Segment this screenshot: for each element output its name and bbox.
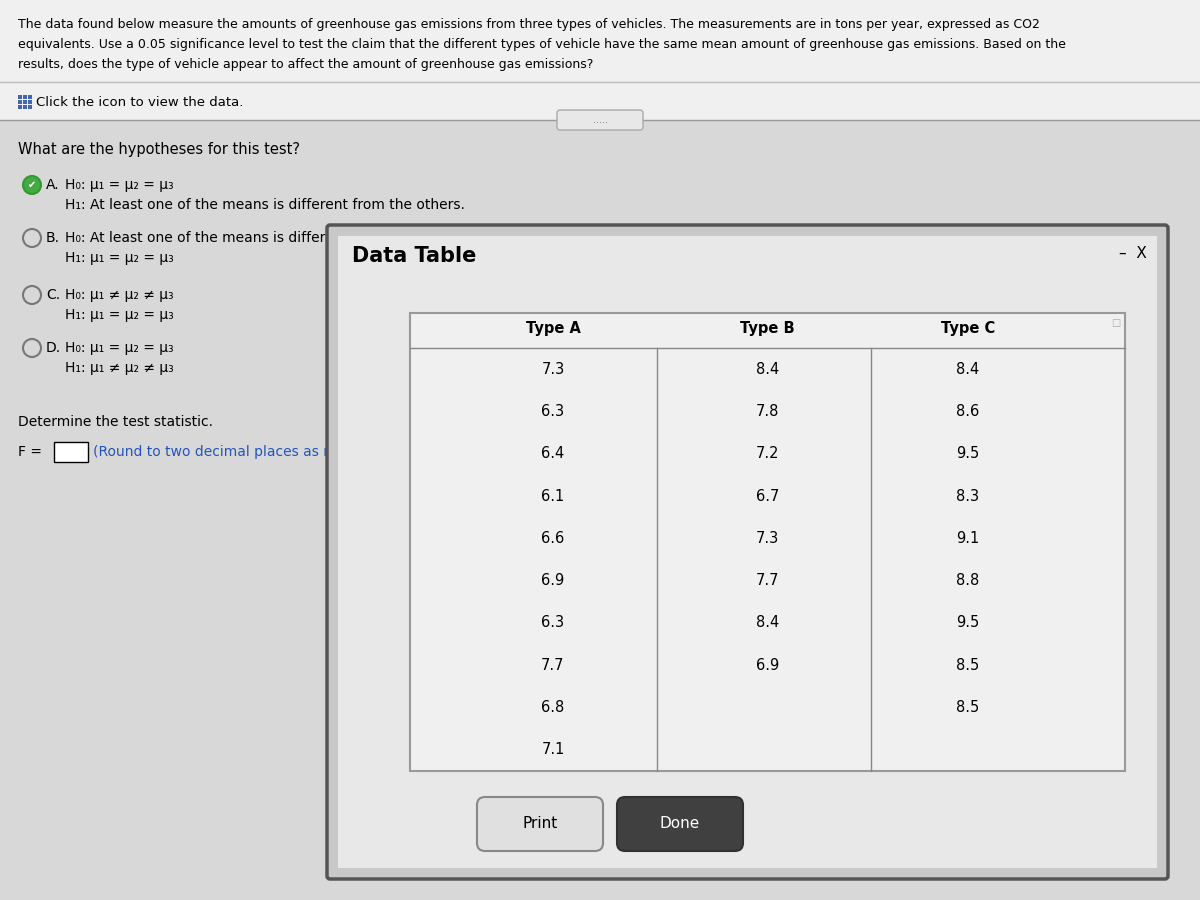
Text: Data Table: Data Table — [352, 246, 476, 266]
Text: 8.4: 8.4 — [756, 362, 779, 376]
FancyBboxPatch shape — [28, 105, 32, 109]
FancyBboxPatch shape — [28, 100, 32, 104]
Text: 8.4: 8.4 — [756, 616, 779, 631]
Text: H₀: μ₁ = μ₂ = μ₃: H₀: μ₁ = μ₂ = μ₃ — [65, 341, 174, 355]
Text: Determine the test statistic.: Determine the test statistic. — [18, 415, 214, 429]
FancyBboxPatch shape — [557, 110, 643, 130]
Text: 6.1: 6.1 — [541, 489, 565, 503]
Text: 8.5: 8.5 — [956, 658, 979, 673]
Text: Type C: Type C — [941, 321, 995, 336]
FancyBboxPatch shape — [28, 95, 32, 99]
FancyBboxPatch shape — [54, 442, 88, 462]
Text: H₁: μ₁ = μ₂ = μ₃: H₁: μ₁ = μ₂ = μ₃ — [65, 308, 174, 322]
FancyBboxPatch shape — [338, 236, 1157, 868]
Text: 9.5: 9.5 — [956, 616, 979, 631]
FancyBboxPatch shape — [18, 100, 22, 104]
Text: 7.7: 7.7 — [541, 658, 565, 673]
FancyBboxPatch shape — [18, 105, 22, 109]
Text: 6.7: 6.7 — [756, 489, 779, 503]
Text: –  X: – X — [1120, 246, 1147, 261]
FancyBboxPatch shape — [617, 797, 743, 851]
Text: 7.1: 7.1 — [541, 742, 565, 757]
Text: A.: A. — [46, 178, 60, 192]
FancyBboxPatch shape — [410, 313, 1126, 771]
Text: H₀: μ₁ ≠ μ₂ ≠ μ₃: H₀: μ₁ ≠ μ₂ ≠ μ₃ — [65, 288, 174, 302]
Text: (Round to two decimal places as needed.): (Round to two decimal places as needed.) — [94, 445, 385, 459]
Text: 6.3: 6.3 — [541, 616, 564, 631]
Text: equivalents. Use a 0.05 significance level to test the claim that the different : equivalents. Use a 0.05 significance lev… — [18, 38, 1066, 51]
Text: D.: D. — [46, 341, 61, 355]
Text: H₀: μ₁ = μ₂ = μ₃: H₀: μ₁ = μ₂ = μ₃ — [65, 178, 174, 192]
Text: H₁: μ₁ ≠ μ₂ ≠ μ₃: H₁: μ₁ ≠ μ₂ ≠ μ₃ — [65, 361, 174, 375]
Text: 9.5: 9.5 — [956, 446, 979, 461]
Text: □: □ — [1111, 318, 1120, 328]
Text: B.: B. — [46, 231, 60, 245]
FancyBboxPatch shape — [23, 95, 28, 99]
Text: 7.8: 7.8 — [756, 404, 779, 419]
Text: 8.5: 8.5 — [956, 700, 979, 715]
Text: 7.3: 7.3 — [756, 531, 779, 545]
FancyBboxPatch shape — [18, 95, 22, 99]
FancyBboxPatch shape — [23, 105, 28, 109]
Text: Type B: Type B — [740, 321, 794, 336]
Text: H₁: μ₁ = μ₂ = μ₃: H₁: μ₁ = μ₂ = μ₃ — [65, 251, 174, 265]
Text: 6.8: 6.8 — [541, 700, 565, 715]
FancyBboxPatch shape — [0, 120, 1200, 900]
Text: 8.4: 8.4 — [956, 362, 979, 376]
FancyBboxPatch shape — [23, 100, 28, 104]
Text: 6.4: 6.4 — [541, 446, 565, 461]
Text: 6.3: 6.3 — [541, 404, 564, 419]
FancyBboxPatch shape — [0, 0, 1200, 175]
Text: The data found below measure the amounts of greenhouse gas emissions from three : The data found below measure the amounts… — [18, 18, 1040, 31]
Text: 6.9: 6.9 — [756, 658, 779, 673]
Text: C.: C. — [46, 288, 60, 302]
Text: 8.8: 8.8 — [956, 573, 979, 589]
Text: 9.1: 9.1 — [956, 531, 979, 545]
Text: 7.7: 7.7 — [756, 573, 779, 589]
FancyBboxPatch shape — [478, 797, 604, 851]
Text: 6.6: 6.6 — [541, 531, 565, 545]
Text: 8.3: 8.3 — [956, 489, 979, 503]
Text: H₁: At least one of the means is different from the others.: H₁: At least one of the means is differe… — [65, 198, 464, 212]
FancyBboxPatch shape — [326, 225, 1168, 879]
Text: 7.3: 7.3 — [541, 362, 565, 376]
Text: 6.9: 6.9 — [541, 573, 565, 589]
Text: ✔: ✔ — [28, 180, 36, 190]
Text: Type A: Type A — [526, 321, 581, 336]
Text: Done: Done — [660, 816, 700, 832]
Text: Click the icon to view the data.: Click the icon to view the data. — [36, 96, 244, 110]
Text: 8.6: 8.6 — [956, 404, 979, 419]
Text: H₀: At least one of the means is different from the others.: H₀: At least one of the means is differe… — [65, 231, 464, 245]
Text: F =: F = — [18, 445, 42, 459]
Text: .....: ..... — [593, 115, 607, 125]
Text: 7.2: 7.2 — [756, 446, 779, 461]
Circle shape — [23, 176, 41, 194]
Text: results, does the type of vehicle appear to affect the amount of greenhouse gas : results, does the type of vehicle appear… — [18, 58, 593, 71]
Text: What are the hypotheses for this test?: What are the hypotheses for this test? — [18, 142, 300, 157]
Text: Print: Print — [522, 816, 558, 832]
